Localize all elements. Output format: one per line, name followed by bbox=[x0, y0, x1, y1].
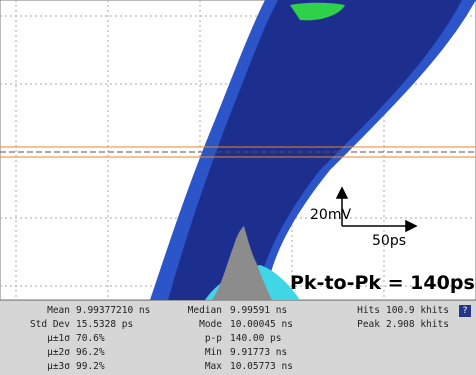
stat-value: 9.99377210 ns bbox=[76, 304, 150, 318]
stat-value: 2.908 khits bbox=[386, 318, 449, 332]
stats-row: µ±2σ 96.2% Min 9.91773 ns bbox=[0, 346, 476, 360]
stat-label: Peak bbox=[357, 318, 380, 332]
stat-value: 99.2% bbox=[76, 360, 105, 374]
stat-value: 15.5328 ps bbox=[76, 318, 133, 332]
stat-value: 10.05773 ns bbox=[230, 360, 293, 374]
stats-row: µ±1σ 70.6% p-p 140.00 ps bbox=[0, 332, 476, 346]
stats-row: µ±3σ 99.2% Max 10.05773 ns bbox=[0, 360, 476, 374]
stat-label: µ±1σ bbox=[47, 332, 70, 346]
scope-display: 20mV 50ps Pk-to-Pk = 140ps bbox=[0, 0, 476, 300]
stat-label: Max bbox=[205, 360, 222, 374]
stat-label: Median bbox=[188, 304, 222, 318]
stat-label: Min bbox=[205, 346, 222, 360]
stat-value: 9.91773 ns bbox=[230, 346, 287, 360]
stat-label: Hits bbox=[357, 304, 380, 318]
stat-label: p-p bbox=[205, 332, 222, 346]
stat-value: 10.00045 ns bbox=[230, 318, 293, 332]
stat-label: µ±3σ bbox=[47, 360, 70, 374]
stat-value: 100.9 khits bbox=[386, 304, 449, 318]
stat-label: Mode bbox=[199, 318, 222, 332]
stat-value: 70.6% bbox=[76, 332, 105, 346]
stat-label: Std Dev bbox=[30, 318, 70, 332]
page: 20mV 50ps Pk-to-Pk = 140ps ? Mean9.99377… bbox=[0, 0, 476, 374]
stat-label: Mean bbox=[47, 304, 70, 318]
stat-value: 96.2% bbox=[76, 346, 105, 360]
stats-row: Std Dev 15.5328 ps Mode 10.00045 ns Peak 2.90… bbox=[0, 318, 476, 332]
stat-label: µ±2σ bbox=[47, 346, 70, 360]
vertical-scale: 20mV bbox=[310, 207, 351, 223]
stats-row: Mean 9.99377210 ns Median 9.99591 ns Hits 100… bbox=[0, 304, 476, 318]
stat-value: 9.99591 ns bbox=[230, 304, 287, 318]
stat-value: 140.00 ps bbox=[230, 332, 281, 346]
horizontal-scale: 50ps bbox=[372, 233, 406, 249]
pk-to-pk-annotation: Pk-to-Pk = 140ps bbox=[290, 272, 475, 294]
